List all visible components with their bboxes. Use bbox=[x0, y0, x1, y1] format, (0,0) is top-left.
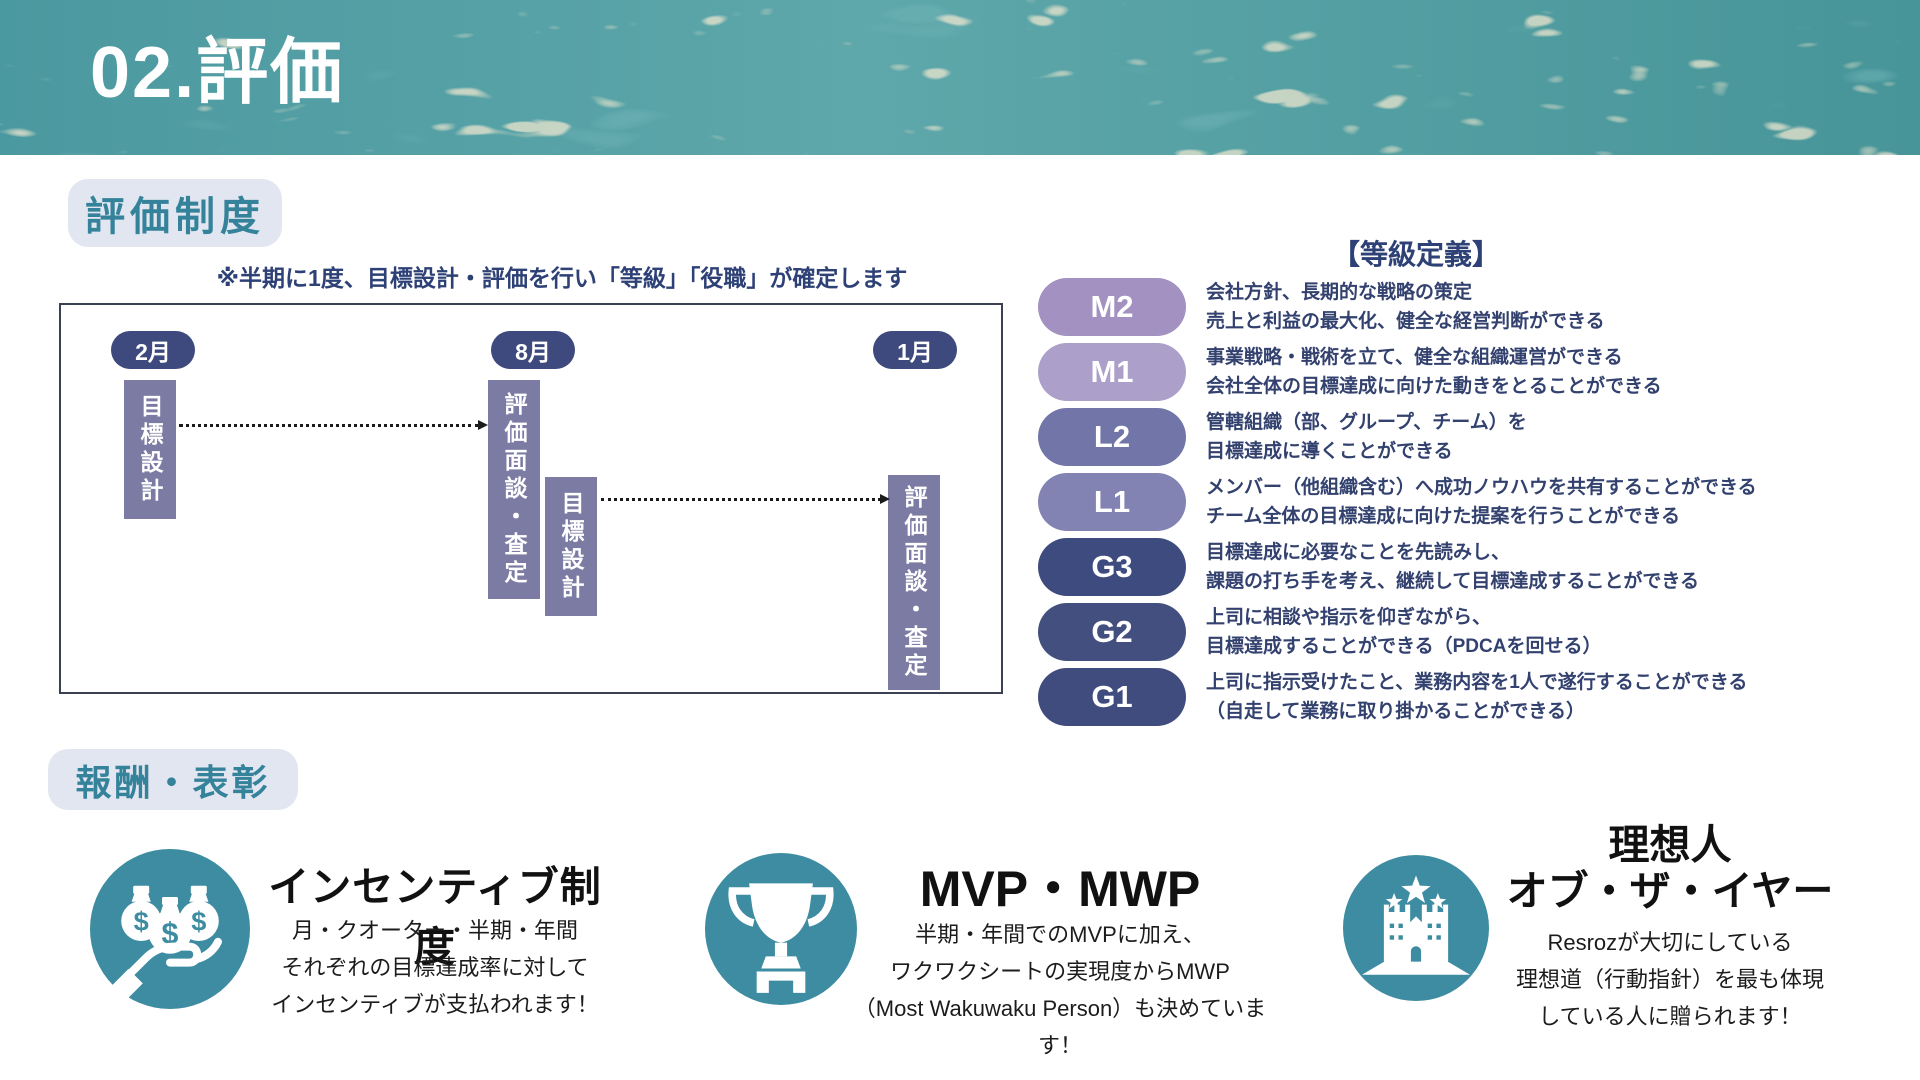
grade-description-l2: 管轄組織（部、グループ、チーム）を 目標達成に導くことができる bbox=[1206, 412, 1527, 462]
month-pill-august: 8月 bbox=[491, 331, 575, 369]
evaluation-note: ※半期に1度、目標設計・評価を行い「等級」「役職」が確定します bbox=[216, 265, 908, 291]
section-badge-evaluation: 評価制度 bbox=[68, 179, 282, 247]
grade-pill-g2: G2 bbox=[1038, 603, 1186, 661]
dotted-arrow-2 bbox=[601, 494, 890, 504]
grade-row-g3: G3 目標達成に必要なことを先読みし、 課題の打ち手を考え、継続して目標達成するこ… bbox=[1038, 538, 1699, 596]
grades-title: 【等級定義】 bbox=[1331, 239, 1500, 270]
ideal-person-card-text: Resrozが大切にしている 理想道（行動指針）を最も体現 している人に贈られま… bbox=[1515, 930, 1824, 1029]
trophy-icon bbox=[705, 853, 857, 1005]
money-hand-icon: $ $ $ bbox=[90, 849, 250, 1009]
grade-row-l1: L1 メンバー（他組織含む）へ成功ノウハウを共有することができる チーム全体の目標… bbox=[1038, 473, 1757, 531]
timeline-bar-review-1: 評価面談・査定 bbox=[488, 380, 540, 599]
grade-pill-l1: L1 bbox=[1038, 473, 1186, 531]
grade-row-g1: G1 上司に指示受けたこと、業務内容を1人で遂行することができる （自走して業務に… bbox=[1038, 668, 1747, 726]
month-pill-february: 2月 bbox=[111, 331, 195, 369]
header-banner: 02.評価 bbox=[0, 0, 1920, 155]
castle-icon bbox=[1343, 855, 1489, 1001]
grade-row-g2: G2 上司に相談や指示を仰ぎながら、 目標達成することができる（PDCAを回せる） bbox=[1038, 603, 1601, 661]
dotted-arrow-1 bbox=[179, 420, 488, 430]
timeline-box: 2月 8月 1月 目標設計 評価面談・査定 目標設計 評価面談・査定 bbox=[59, 303, 1003, 694]
svg-text:$: $ bbox=[191, 906, 206, 937]
month-pill-january: 1月 bbox=[873, 331, 957, 369]
mvp-card-text: 半期・年間でのMVPに加え、 ワクワクシートの実現度からMWP （Most Wa… bbox=[853, 922, 1267, 1058]
grade-description-m2: 会社方針、長期的な戦略の策定 売上と利益の最大化、健全な経営判断ができる bbox=[1206, 282, 1605, 332]
timeline-bar-goal-design-2: 目標設計 bbox=[545, 477, 597, 616]
grade-description-g1: 上司に指示受けたこと、業務内容を1人で遂行することができる （自走して業務に取り掛… bbox=[1206, 672, 1748, 722]
grade-pill-g1: G1 bbox=[1038, 668, 1186, 726]
grade-row-m1: M1 事業戦略・戦術を立て、健全な組織運営ができる 会社全体の目標達成に向けた動き… bbox=[1038, 343, 1662, 401]
page-title: 02.評価 bbox=[90, 33, 345, 113]
grade-pill-m1: M1 bbox=[1038, 343, 1186, 401]
svg-text:$: $ bbox=[162, 916, 179, 950]
grade-description-g2: 上司に相談や指示を仰ぎながら、 目標達成することができる（PDCAを回せる） bbox=[1206, 607, 1602, 657]
grade-pill-l2: L2 bbox=[1038, 408, 1186, 466]
grade-description-l1: メンバー（他組織含む）へ成功ノウハウを共有することができる チーム全体の目標達成に… bbox=[1206, 477, 1757, 527]
grade-pill-g3: G3 bbox=[1038, 538, 1186, 596]
timeline-bar-review-2: 評価面談・査定 bbox=[888, 475, 940, 690]
ideal-person-card-title: 理想人 オブ・ザ・イヤー bbox=[1506, 822, 1834, 914]
svg-text:$: $ bbox=[134, 906, 149, 937]
water-texture bbox=[0, 0, 1920, 155]
incentive-card-title: インセンティブ制度 bbox=[268, 864, 602, 970]
section-badge-rewards: 報酬・表彰 bbox=[48, 749, 298, 810]
grade-row-m2: M2 会社方針、長期的な戦略の策定 売上と利益の最大化、健全な経営判断ができる bbox=[1038, 278, 1605, 336]
grade-description-m1: 事業戦略・戦術を立て、健全な組織運営ができる 会社全体の目標達成に向けた動きをとる… bbox=[1206, 347, 1662, 397]
grade-description-g3: 目標達成に必要なことを先読みし、 課題の打ち手を考え、継続して目標達成することがで… bbox=[1206, 542, 1700, 592]
grade-row-l2: L2 管轄組織（部、グループ、チーム）を 目標達成に導くことができる bbox=[1038, 408, 1527, 466]
grade-pill-m2: M2 bbox=[1038, 278, 1186, 336]
mvp-card-title: MVP・MWP bbox=[919, 861, 1201, 917]
incentive-card-text: 月・クオーター・半期・年間 それぞれの目標達成率に対して インセンティブが支払わ… bbox=[271, 918, 599, 1017]
timeline-bar-goal-design-1: 目標設計 bbox=[124, 380, 176, 519]
